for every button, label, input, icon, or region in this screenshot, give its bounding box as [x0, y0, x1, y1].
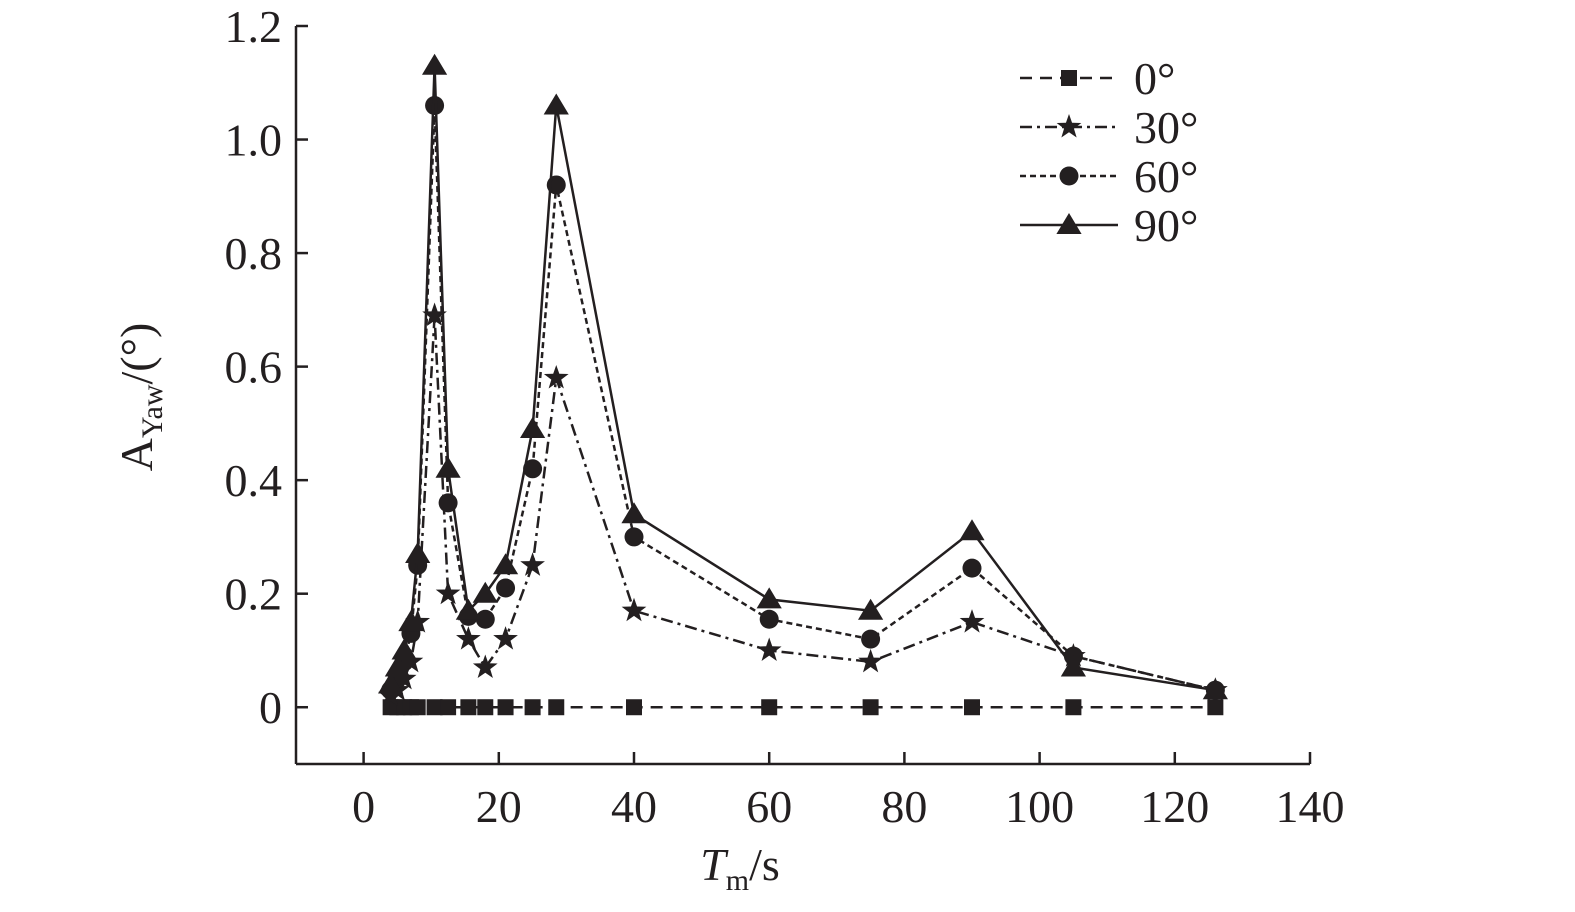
data-point — [435, 456, 461, 478]
data-point — [426, 699, 443, 716]
data-point — [405, 541, 431, 563]
data-point — [959, 519, 985, 541]
data-point — [455, 598, 481, 620]
x-tick-label: 40 — [611, 781, 657, 832]
data-point — [1060, 655, 1086, 677]
data-point — [543, 93, 569, 115]
data-point — [959, 609, 985, 633]
x-axis-label-main: T — [700, 839, 729, 890]
x-axis-label-suffix: /s — [749, 839, 780, 890]
x-axis-label-sub: m — [726, 864, 749, 897]
data-point — [861, 629, 881, 649]
data-point — [756, 637, 782, 661]
data-point — [964, 699, 980, 716]
data-point — [626, 699, 642, 716]
data-point — [759, 609, 779, 629]
data-point — [472, 581, 498, 603]
x-tick-label: 60 — [746, 781, 792, 832]
x-tick-label: 80 — [881, 781, 927, 832]
legend-label: 0° — [1134, 53, 1175, 104]
y-tick-label: 0 — [259, 682, 282, 733]
y-tick-label: 0.4 — [225, 455, 283, 506]
data-point — [862, 699, 879, 716]
axes: 0 20 40 60 80 100 120 140 0 0.2 0.4 0.6 0.8 1.0 1.2 — [225, 1, 1345, 832]
data-point — [624, 527, 644, 547]
legend-item-2: 60° — [1020, 151, 1198, 202]
series-1 — [378, 302, 1228, 707]
series-layer — [378, 53, 1228, 716]
data-point — [962, 558, 982, 578]
data-point — [858, 598, 884, 620]
data-point — [520, 552, 545, 576]
data-point — [425, 95, 445, 115]
y-tick-label: 0.8 — [225, 228, 283, 279]
x-tick-label: 0 — [352, 781, 375, 832]
series-line — [389, 65, 1216, 692]
legend-marker — [1056, 213, 1082, 234]
x-tick-label: 120 — [1140, 781, 1209, 832]
data-point — [472, 654, 498, 679]
legend-marker — [1061, 70, 1077, 86]
legend-item-1: 30° — [1020, 102, 1198, 153]
data-point — [493, 626, 518, 650]
series-2 — [381, 95, 1225, 700]
data-point — [761, 699, 778, 716]
legend-marker — [1059, 166, 1079, 186]
legend-label: 30° — [1134, 102, 1198, 153]
data-point — [1065, 699, 1082, 716]
data-point — [460, 699, 477, 716]
data-point — [621, 597, 647, 622]
legend-item-3: 90° — [1020, 200, 1198, 251]
y-axis-label-main: A — [111, 438, 162, 471]
data-point — [440, 699, 457, 716]
data-point — [391, 638, 417, 660]
legend-marker — [1056, 114, 1082, 138]
y-axis-label-sub: Yaw — [136, 384, 169, 438]
y-tick-label: 1.2 — [225, 1, 283, 52]
data-point — [409, 699, 426, 716]
data-point — [1207, 699, 1224, 716]
data-point — [496, 578, 516, 598]
x-tick-label: 100 — [1005, 781, 1074, 832]
legend-label: 90° — [1134, 200, 1198, 251]
data-point — [756, 587, 782, 609]
data-point — [1202, 678, 1228, 700]
data-point — [523, 459, 543, 479]
data-point — [435, 580, 461, 605]
series-3 — [378, 53, 1228, 700]
data-point — [421, 53, 448, 75]
data-point — [524, 699, 541, 716]
series-line — [389, 315, 1216, 697]
data-point — [548, 699, 565, 716]
data-point — [492, 553, 519, 575]
data-point — [384, 655, 410, 677]
y-tick-label: 1.0 — [225, 115, 283, 166]
y-axis-label-suffix: /(°) — [111, 323, 162, 385]
data-point — [497, 699, 514, 716]
legend-item-0: 0° — [1020, 53, 1175, 104]
data-point — [477, 699, 494, 716]
y-tick-label: 0.2 — [225, 569, 283, 620]
series-0 — [382, 699, 1224, 716]
data-point — [456, 626, 481, 650]
data-point — [398, 610, 424, 632]
data-point — [543, 364, 569, 389]
data-point — [520, 417, 546, 439]
x-axis-label: Tm/s — [700, 839, 780, 897]
data-point — [405, 609, 431, 633]
data-point — [858, 648, 883, 673]
data-point — [422, 302, 447, 327]
data-point — [621, 502, 647, 524]
y-axis-label: AYaw/(°) — [111, 323, 169, 472]
legend-label: 60° — [1134, 151, 1198, 202]
x-tick-label: 20 — [476, 781, 522, 832]
y-tick-label: 0.6 — [225, 342, 283, 393]
data-point — [475, 609, 495, 629]
legend: 0°30°60°90° — [1020, 53, 1198, 251]
data-point — [378, 672, 404, 694]
x-tick-label: 140 — [1276, 781, 1345, 832]
